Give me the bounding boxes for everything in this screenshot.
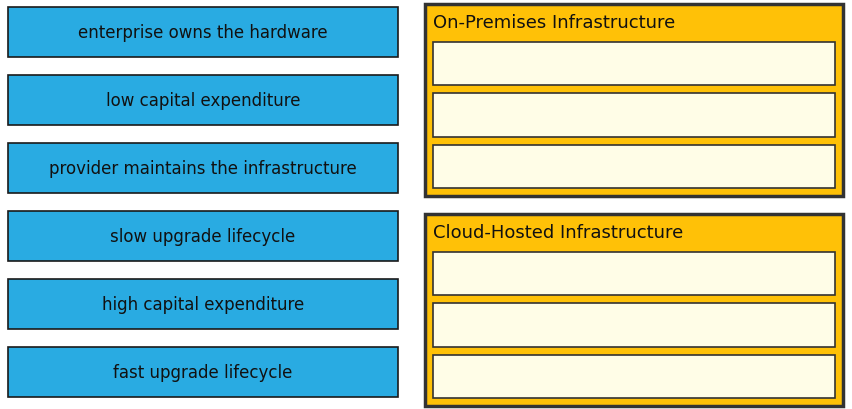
Text: low capital expenditure: low capital expenditure	[106, 92, 300, 110]
FancyBboxPatch shape	[424, 5, 842, 196]
FancyBboxPatch shape	[8, 211, 398, 261]
FancyBboxPatch shape	[433, 303, 834, 347]
Text: Cloud-Hosted Infrastructure: Cloud-Hosted Infrastructure	[433, 223, 682, 241]
Text: slow upgrade lifecycle: slow upgrade lifecycle	[110, 227, 296, 245]
FancyBboxPatch shape	[8, 76, 398, 126]
FancyBboxPatch shape	[8, 8, 398, 58]
Text: fast upgrade lifecycle: fast upgrade lifecycle	[113, 363, 292, 381]
FancyBboxPatch shape	[433, 94, 834, 137]
FancyBboxPatch shape	[433, 355, 834, 398]
Text: high capital expenditure: high capital expenditure	[101, 295, 304, 313]
FancyBboxPatch shape	[8, 144, 398, 193]
FancyBboxPatch shape	[433, 145, 834, 189]
Text: enterprise owns the hardware: enterprise owns the hardware	[78, 24, 327, 42]
FancyBboxPatch shape	[8, 279, 398, 329]
Text: On-Premises Infrastructure: On-Premises Infrastructure	[433, 14, 675, 32]
FancyBboxPatch shape	[433, 252, 834, 296]
Text: provider maintains the infrastructure: provider maintains the infrastructure	[49, 160, 356, 178]
FancyBboxPatch shape	[424, 214, 842, 406]
FancyBboxPatch shape	[433, 43, 834, 86]
FancyBboxPatch shape	[8, 347, 398, 397]
